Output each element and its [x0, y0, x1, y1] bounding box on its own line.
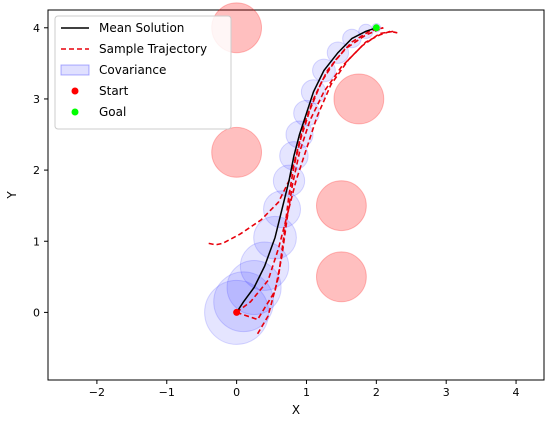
legend-label: Start: [99, 84, 129, 98]
markers-layer: [233, 24, 380, 316]
start-marker: [233, 308, 241, 316]
sample-trajectory-line: [236, 30, 394, 321]
mean-solution-line: [235, 27, 377, 313]
x-tick-label: −2: [89, 386, 105, 399]
legend-box: [54, 15, 232, 130]
legend-handle-marker: [71, 87, 79, 95]
mean-solution-layer: [235, 27, 377, 313]
sample-trajectory-line: [208, 27, 384, 246]
legend-handle-covariance: [60, 64, 90, 76]
legend-label: Covariance: [99, 63, 166, 77]
obstacle: [316, 180, 367, 232]
obstacles-layer: [211, 2, 385, 303]
obstacle: [211, 126, 263, 178]
x-tick-label: 4: [513, 386, 520, 399]
legend-label: Mean Solution: [99, 21, 184, 35]
obstacle: [316, 251, 367, 303]
x-tick-label: −1: [159, 386, 175, 399]
y-tick-label: 0: [33, 306, 40, 319]
y-tick-label: 2: [33, 164, 40, 177]
legend: Mean Solution Sample Trajectory Covariance…: [54, 15, 232, 130]
sample-trajectories-layer: [208, 27, 398, 335]
legend-label: Goal: [99, 105, 126, 119]
obstacle: [333, 73, 385, 125]
legend-label: Sample Trajectory: [99, 42, 207, 56]
x-tick-label: 1: [303, 386, 310, 399]
legend-handle-marker: [71, 108, 79, 116]
y-tick-label: 4: [33, 22, 40, 35]
goal-marker: [372, 24, 380, 32]
axes-layer: −2 −1 0 1 2 3 4 0 1 2 3 4: [33, 22, 520, 399]
sample-trajectory-line: [236, 30, 398, 314]
x-tick-label: 3: [443, 386, 450, 399]
x-tick-label: 0: [233, 386, 240, 399]
x-axis-label: X: [292, 403, 300, 417]
y-axis-label: Y: [5, 191, 19, 200]
y-tick-label: 3: [33, 93, 40, 106]
y-tick-label: 1: [33, 235, 40, 248]
x-tick-label: 2: [373, 386, 380, 399]
plot-frame: [47, 9, 545, 381]
